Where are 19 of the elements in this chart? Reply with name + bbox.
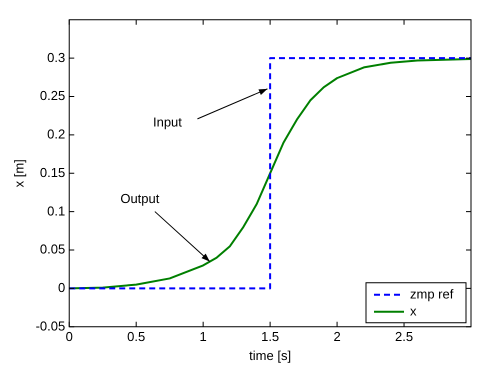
x-axis-title: time [s] <box>249 348 292 363</box>
y-tick-label: -0.05 <box>36 318 66 334</box>
y-tick-label: 0.2 <box>47 126 66 142</box>
legend-label: x <box>410 303 417 318</box>
y-tick-label: 0.3 <box>47 50 66 65</box>
y-tick-label: 0.25 <box>40 88 66 104</box>
y-tick-label: 0 <box>58 280 66 296</box>
annotation: Input <box>152 114 182 130</box>
x-tick-label: 2 <box>333 329 341 344</box>
y-tick-label: 0.15 <box>40 164 66 180</box>
x-tick-label: 1 <box>200 329 207 344</box>
y-tick-label: 0.1 <box>47 203 66 218</box>
y-axis-title: x [m] <box>11 159 26 188</box>
annotation: Output <box>120 191 160 206</box>
y-tick-label: 0.05 <box>40 242 66 257</box>
x-tick-label: 1.5 <box>261 329 280 344</box>
x-tick-label: 2.5 <box>395 329 414 344</box>
legend-label: zmp ref <box>410 286 454 302</box>
x-tick-label: 0.5 <box>127 329 146 344</box>
